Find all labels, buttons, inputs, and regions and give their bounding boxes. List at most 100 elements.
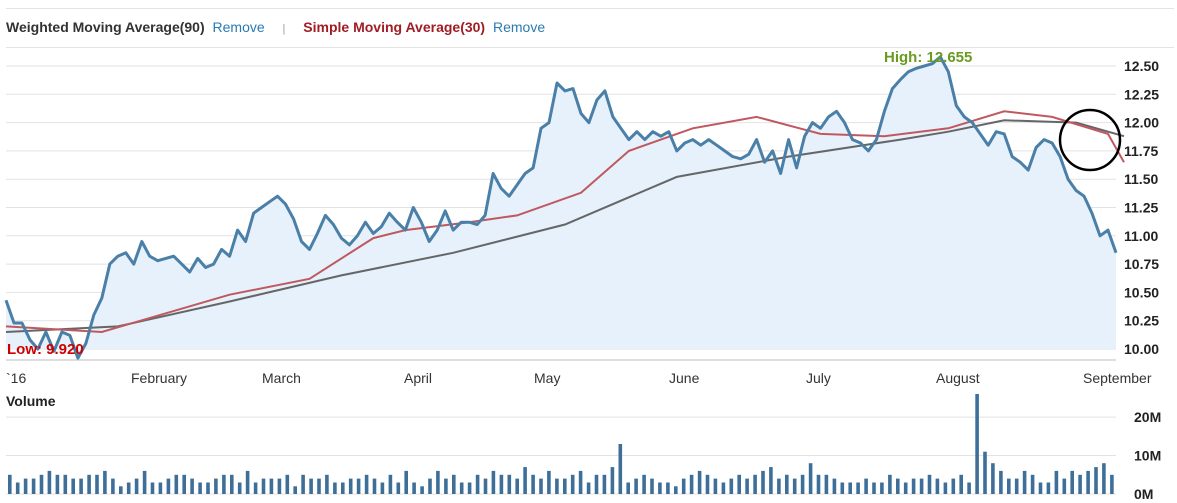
volume-bar <box>705 474 710 494</box>
volume-bar <box>792 478 797 494</box>
volume-bar <box>864 478 868 494</box>
volume-bar <box>333 482 337 494</box>
volume-bar <box>1046 482 1051 494</box>
volume-grid <box>6 416 1116 495</box>
volume-bar <box>856 482 860 494</box>
volume-bar <box>1030 474 1035 494</box>
volume-bar <box>999 470 1003 494</box>
volume-bar <box>563 478 567 494</box>
legend-separator: | <box>282 23 286 35</box>
price-line <box>4 55 1118 360</box>
volume-bar <box>150 482 155 494</box>
volume-bar <box>396 482 401 494</box>
volume-bar <box>293 486 297 494</box>
volume-bar <box>126 482 131 494</box>
volume-bar <box>618 444 623 494</box>
volume-bar <box>87 474 91 494</box>
month-tick-label: June <box>669 370 700 386</box>
remove-sma-link[interactable]: Remove <box>492 19 546 35</box>
volume-bar <box>1054 470 1059 494</box>
volume-bar <box>602 474 607 494</box>
volume-y-tick-label: 10M <box>1134 448 1161 464</box>
volume-bar <box>1014 478 1019 494</box>
low-label: Low: 9.920 <box>7 341 84 358</box>
volume-bar <box>317 478 321 494</box>
volume-bar <box>674 486 678 494</box>
volume-bar <box>341 482 345 494</box>
volume-bar <box>1078 474 1082 494</box>
volume-bar <box>404 470 408 494</box>
volume-bar <box>523 467 527 494</box>
volume-bar <box>412 482 416 494</box>
volume-bar <box>63 474 68 494</box>
month-tick-label: May <box>534 370 560 386</box>
volume-bar <box>1022 470 1027 494</box>
volume-bar <box>79 478 83 494</box>
wma-legend-label: Weighted Moving Average(90) <box>6 19 205 35</box>
volume-bar <box>745 478 749 494</box>
volume-bar <box>1038 482 1043 494</box>
month-tick-label: August <box>936 370 980 386</box>
volume-bar <box>174 474 179 494</box>
month-tick-label: `16 <box>6 370 26 386</box>
volume-bar <box>230 474 234 494</box>
volume-bar <box>1007 478 1011 494</box>
volume-bar <box>927 474 932 494</box>
volume-bars <box>8 394 1114 494</box>
wma-line <box>5 119 1125 333</box>
volume-bar <box>420 486 424 494</box>
volume-bar <box>111 478 115 494</box>
volume-bar <box>467 482 472 494</box>
volume-bar <box>55 474 60 494</box>
volume-bar <box>872 482 876 494</box>
month-tick-label: September <box>1083 370 1152 386</box>
volume-bar <box>578 470 583 494</box>
volume-bar <box>777 478 781 494</box>
high-label: High: 12.655 <box>884 49 972 66</box>
volume-bar <box>594 474 599 494</box>
volume-bar <box>269 478 274 494</box>
volume-bar <box>245 470 250 494</box>
month-tick-label: July <box>806 370 831 386</box>
volume-bar <box>491 470 496 494</box>
volume-bar <box>277 478 282 494</box>
volume-bar <box>285 474 290 494</box>
price-y-tick-label: 10.50 <box>1124 284 1159 300</box>
volume-bar <box>95 474 99 494</box>
volume-bar <box>626 482 630 494</box>
volume-bar <box>134 478 139 494</box>
volume-bar <box>158 482 163 494</box>
volume-bar <box>634 478 638 494</box>
volume-bar <box>816 474 821 494</box>
volume-bar <box>428 478 432 494</box>
volume-bar <box>650 478 654 494</box>
price-y-tick-label: 11.50 <box>1124 171 1158 187</box>
volume-bar <box>896 478 900 494</box>
volume-bar <box>753 474 757 494</box>
volume-bar <box>658 482 662 494</box>
volume-bar <box>919 478 924 494</box>
volume-bar <box>15 482 20 494</box>
price-y-tick-label: 10.75 <box>1124 256 1159 272</box>
volume-bar <box>951 478 956 494</box>
volume-bar <box>1070 470 1074 494</box>
volume-bar <box>935 478 940 494</box>
price-y-tick-label: 11.75 <box>1124 143 1158 159</box>
price-y-tick-label: 10.00 <box>1124 341 1159 357</box>
price-area-fill <box>6 56 1116 359</box>
price-y-tick-label: 10.25 <box>1124 313 1159 329</box>
volume-bar <box>499 474 504 494</box>
volume-bar <box>737 474 741 494</box>
volume-bar <box>372 478 377 494</box>
sma-line <box>5 110 1125 334</box>
price-y-tick-label: 11.00 <box>1124 228 1158 244</box>
volume-bar <box>570 474 575 494</box>
volume-bar <box>214 478 218 494</box>
volume-bar <box>880 482 884 494</box>
volume-bar <box>380 482 385 494</box>
volume-bar <box>800 474 805 494</box>
volume-bar <box>983 451 987 494</box>
remove-wma-link[interactable]: Remove <box>212 19 265 35</box>
volume-bar <box>761 470 765 494</box>
